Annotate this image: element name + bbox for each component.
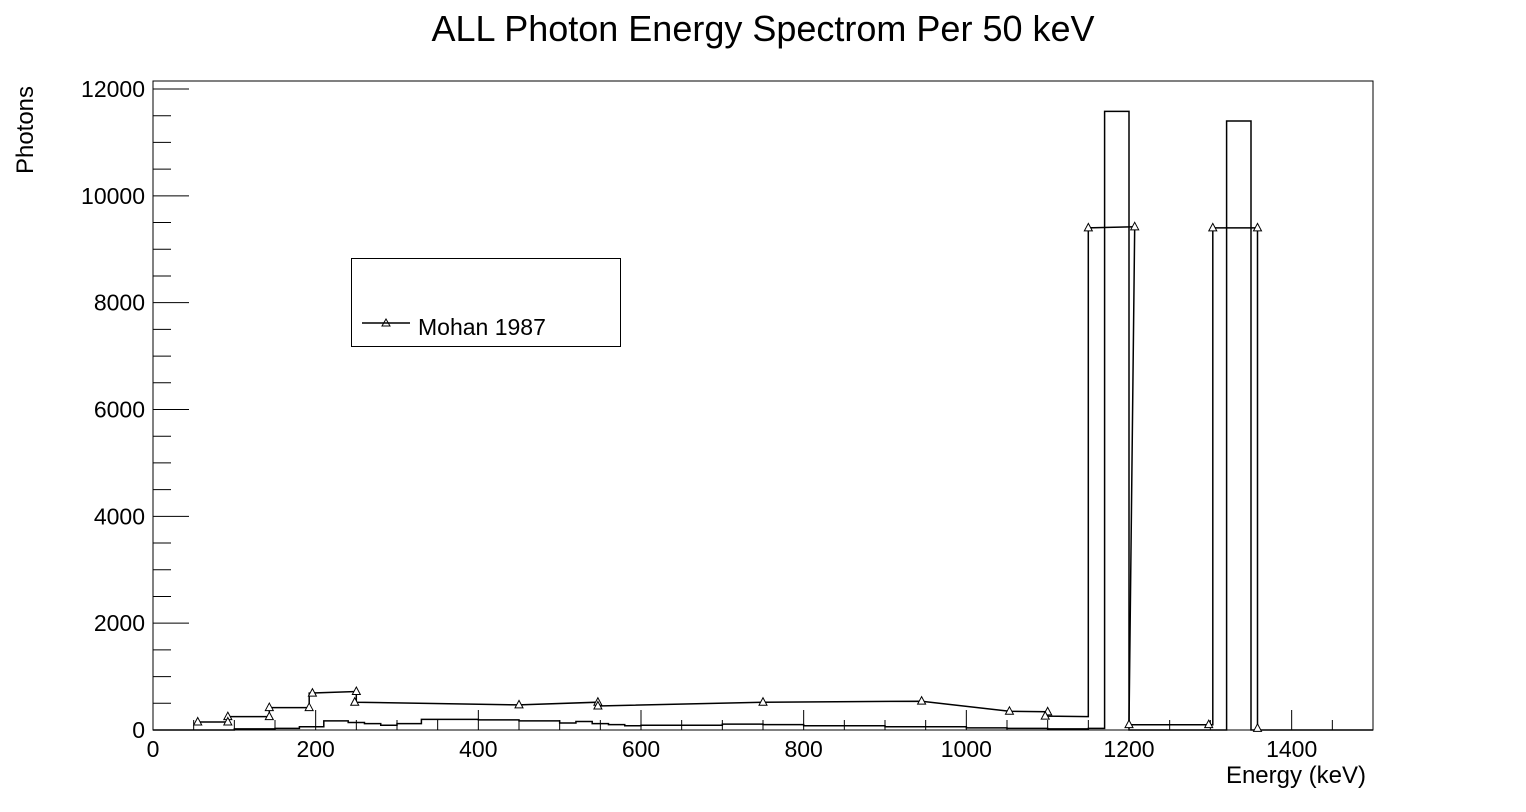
x-tick-label: 400: [459, 736, 497, 762]
x-tick-label: 1000: [941, 736, 992, 762]
data-point-marker: [1207, 222, 1218, 232]
y-axis-label: Photons: [12, 85, 39, 175]
data-point-marker: [349, 696, 360, 706]
data-point-marker: [1252, 722, 1263, 732]
plot-frame: [152, 80, 1374, 731]
legend: Mohan 1987: [351, 258, 621, 347]
data-point-marker: [304, 702, 314, 712]
data-point-marker: [1252, 222, 1263, 232]
y-axis: 0 2000 4000 6000 8000 10000 12000: [81, 76, 189, 743]
data-point-marker: [1203, 719, 1214, 729]
data-point-marker: [514, 699, 524, 709]
data-point-marker: [1004, 705, 1015, 715]
data-point-marker: [1129, 221, 1140, 231]
x-axis: 0 200 400 600 800 1000 1200 1400: [147, 710, 1374, 762]
histogram-series: [153, 110, 1373, 731]
histogram-path: [153, 110, 1373, 731]
legend-marker-icon: [362, 317, 410, 327]
data-point-marker: [222, 716, 233, 726]
y-tick-label: 2000: [94, 610, 145, 636]
data-point-marker: [593, 700, 603, 710]
x-tick-label: 0: [147, 736, 160, 762]
x-axis-label: Energy (keV): [1225, 762, 1366, 789]
marker-group: [192, 221, 1263, 732]
data-point-marker: [1083, 222, 1094, 232]
data-point-marker: [351, 685, 362, 696]
y-tick-label: 4000: [94, 503, 145, 529]
data-point-marker: [307, 687, 318, 697]
y-tick-label: 0: [132, 717, 145, 743]
y-tick-label: 8000: [94, 290, 145, 316]
data-point-marker: [192, 716, 203, 726]
data-point-marker: [758, 696, 768, 706]
data-point-marker: [1040, 710, 1051, 720]
chart-title: ALL Photon Energy Spectrom Per 50 keV: [431, 8, 1095, 49]
y-tick-label: 6000: [94, 397, 145, 423]
data-point-marker: [264, 702, 275, 712]
x-tick-label: 600: [622, 736, 660, 762]
data-point-marker: [1124, 719, 1134, 729]
x-tick-label: 200: [296, 736, 334, 762]
data-point-marker: [264, 711, 275, 721]
x-tick-label: 800: [784, 736, 822, 762]
y-tick-label: 10000: [81, 183, 145, 209]
x-tick-label: 1200: [1103, 736, 1154, 762]
legend-label: Mohan 1987: [418, 314, 546, 340]
x-tick-label: 1400: [1266, 736, 1317, 762]
y-tick-label: 12000: [81, 76, 145, 102]
data-point-marker: [916, 695, 927, 705]
